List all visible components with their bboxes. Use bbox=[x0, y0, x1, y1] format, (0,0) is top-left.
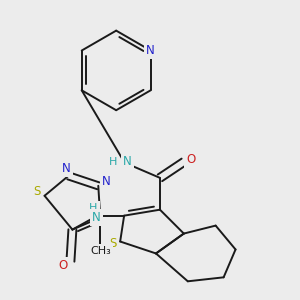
Text: N: N bbox=[102, 175, 111, 188]
Text: CH₃: CH₃ bbox=[90, 247, 111, 256]
Text: H: H bbox=[89, 203, 98, 214]
Text: O: O bbox=[58, 259, 68, 272]
Text: N: N bbox=[62, 162, 71, 175]
Text: H: H bbox=[109, 157, 117, 167]
Text: N: N bbox=[92, 211, 101, 224]
Text: O: O bbox=[186, 153, 196, 167]
Text: S: S bbox=[33, 185, 40, 198]
Text: N: N bbox=[146, 44, 155, 57]
Text: S: S bbox=[109, 237, 117, 250]
Text: N: N bbox=[123, 155, 132, 168]
